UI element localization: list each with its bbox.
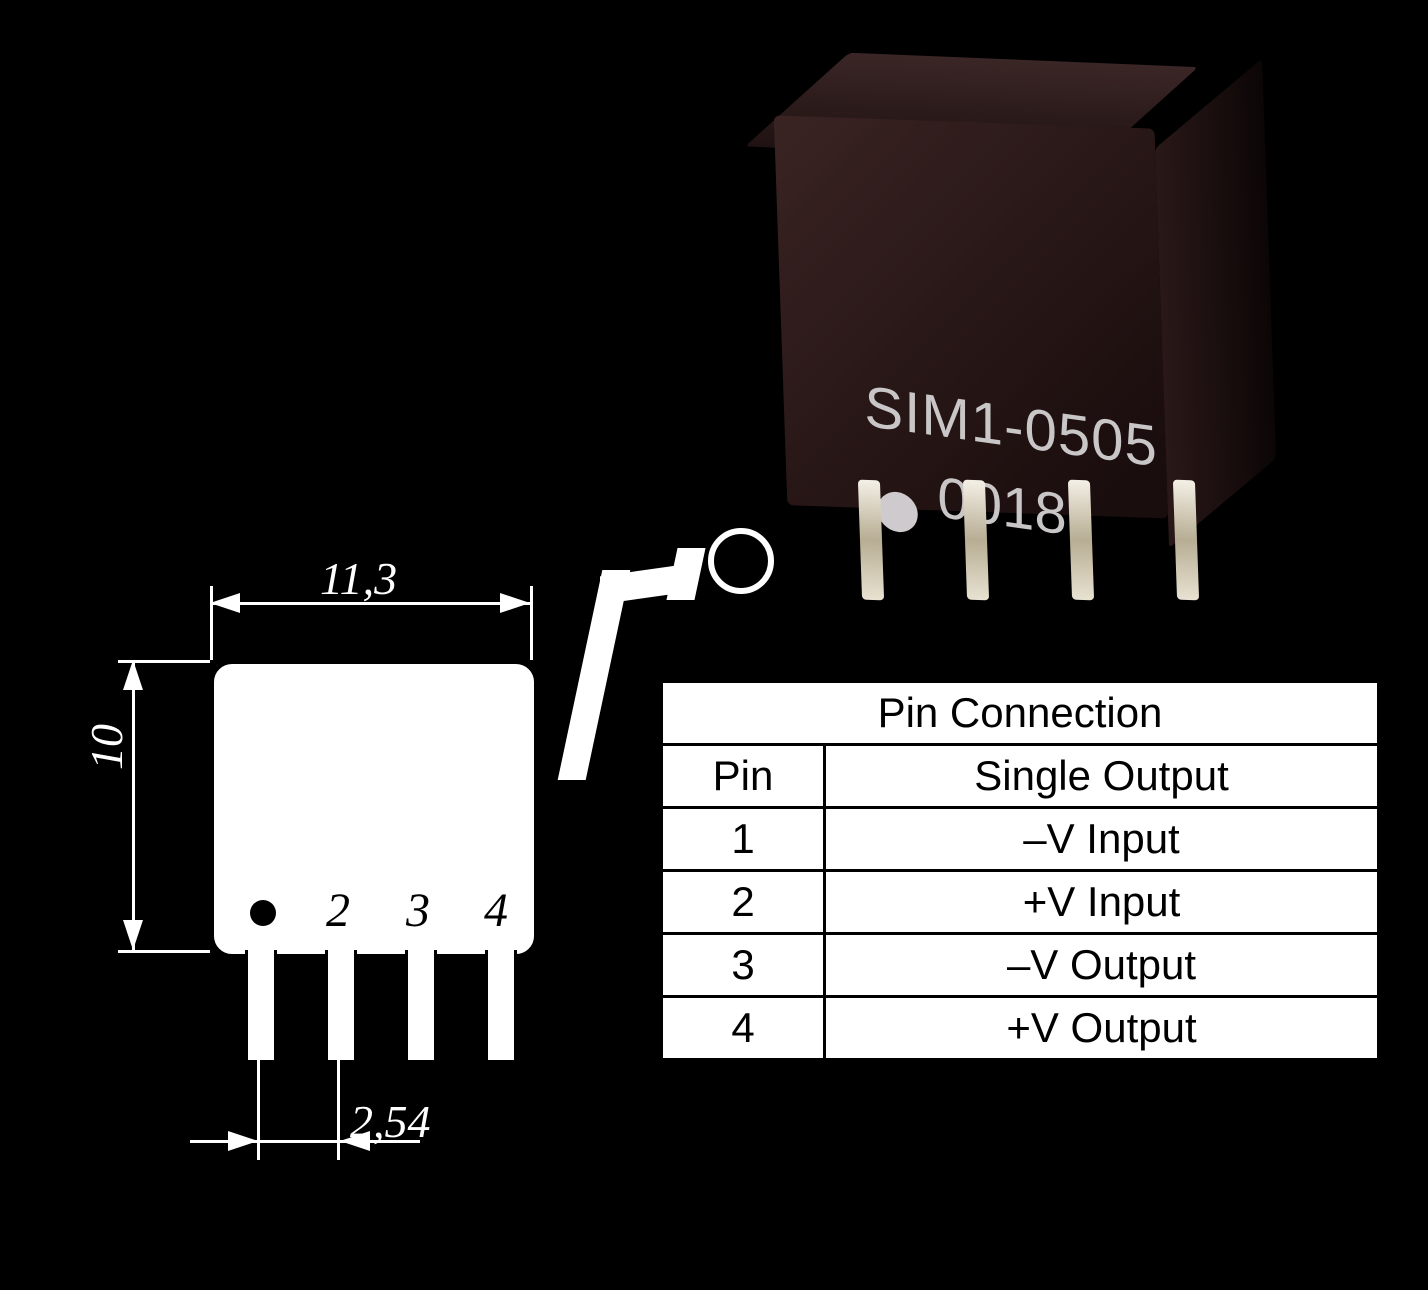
cell-desc: –V Output (825, 934, 1379, 997)
pin1-marker-icon (250, 900, 276, 926)
arrow-down-icon (123, 920, 143, 950)
dim-height-text: 10 (80, 724, 133, 770)
stage: SIM1-0505 0018 11,3 10 (0, 0, 1428, 1290)
pin1-dot-icon (877, 490, 919, 534)
model-label: SIM1-0505 (864, 373, 1157, 481)
table-row: 2 +V Input (662, 871, 1379, 934)
dim-pitch-text: 2,54 (350, 1095, 431, 1148)
table-row: 3 –V Output (662, 934, 1379, 997)
table-row: 1 –V Input (662, 808, 1379, 871)
photo-pin-1 (858, 480, 884, 601)
pin-leg (485, 950, 517, 1063)
ext-line (210, 586, 213, 660)
photo-pin-3 (1068, 480, 1094, 601)
photo-pin-2 (963, 480, 989, 601)
ext-line (530, 586, 533, 660)
cell-pin: 4 (662, 997, 825, 1060)
component-body: SIM1-0505 0018 (772, 52, 1278, 529)
pin-number: 2 (326, 883, 350, 938)
ext-line (118, 950, 210, 953)
dimension-drawing: 11,3 10 2 3 4 2,54 (40, 520, 600, 1260)
date-code-label: 0018 (937, 464, 1066, 549)
col-header-output: Single Output (825, 745, 1379, 808)
pin-leg (245, 950, 277, 1063)
table-title: Pin Connection (662, 682, 1379, 745)
pin-number: 4 (484, 883, 508, 938)
arrow-up-icon (123, 660, 143, 690)
pin-leg (405, 950, 437, 1063)
table-header-row: Pin Single Output (662, 745, 1379, 808)
pin-number: 3 (406, 883, 430, 938)
arrow-right-icon (228, 1131, 258, 1151)
cube-side-face (1155, 59, 1276, 548)
cell-pin: 3 (662, 934, 825, 997)
product-photo: SIM1-0505 0018 (740, 20, 1310, 620)
photo-pin-4 (1173, 480, 1199, 601)
dim-height-line (132, 660, 135, 950)
cell-pin: 2 (662, 871, 825, 934)
pin-leg (325, 950, 357, 1063)
table-row: 4 +V Output (662, 997, 1379, 1060)
ext-line (118, 660, 210, 663)
arrow-right-icon (500, 593, 530, 613)
cell-pin: 1 (662, 808, 825, 871)
col-header-pin: Pin (662, 745, 825, 808)
cube-front-face: SIM1-0505 0018 (774, 115, 1168, 518)
arrow-left-icon (210, 593, 240, 613)
table-title-row: Pin Connection (662, 682, 1379, 745)
dim-width-line (210, 602, 530, 605)
pin-connection-table: Pin Connection Pin Single Output 1 –V In… (660, 680, 1380, 1061)
cell-desc: +V Input (825, 871, 1379, 934)
dim-width-text: 11,3 (320, 552, 397, 605)
cell-desc: +V Output (825, 997, 1379, 1060)
package-outline: 2 3 4 (210, 660, 538, 958)
cell-desc: –V Input (825, 808, 1379, 871)
